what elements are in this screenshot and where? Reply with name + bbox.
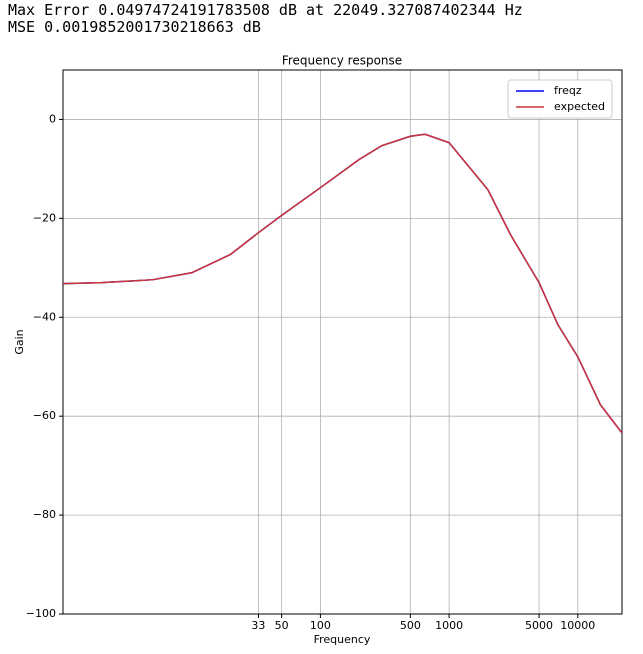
x-tick-label: 10000	[560, 619, 595, 632]
series-line	[62, 133, 623, 434]
series-line	[62, 133, 623, 434]
y-tick-label: −40	[33, 310, 56, 323]
y-tick-label: −20	[33, 211, 56, 224]
y-tick-label: −80	[33, 508, 56, 521]
x-tick-label: 50	[275, 619, 289, 632]
plot-frame	[62, 69, 623, 615]
header-line: Max Error 0.04974724191783508 dB at 2204…	[8, 1, 523, 19]
y-axis-label: Gain	[13, 329, 26, 354]
x-tick-label: 100	[310, 619, 331, 632]
x-tick-label: 5000	[525, 619, 553, 632]
y-tick-label: 0	[49, 112, 56, 125]
x-tick-label: 1000	[435, 619, 463, 632]
header-line: MSE 0.0019852001730218663 dB	[8, 18, 261, 36]
legend-label: freqz	[554, 84, 582, 97]
chart-title: Frequency response	[282, 54, 402, 68]
y-tick-label: −100	[26, 607, 56, 620]
x-axis-label: Frequency	[314, 633, 371, 646]
x-tick-label: 500	[400, 619, 421, 632]
y-tick-label: −60	[33, 409, 56, 422]
legend-label: expected	[554, 100, 605, 113]
legend-box	[507, 79, 613, 119]
x-tick-label: 33	[251, 619, 265, 632]
